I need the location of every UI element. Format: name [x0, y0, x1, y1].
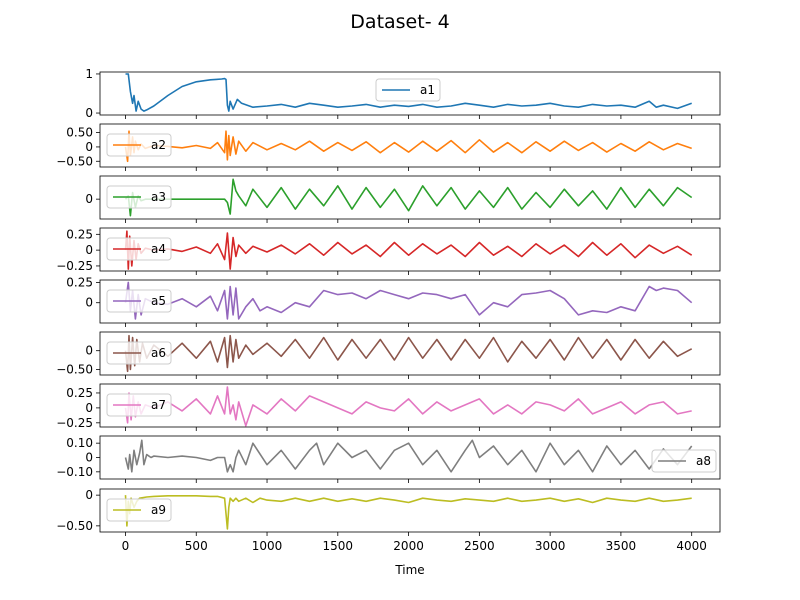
- legend: a8: [651, 449, 717, 473]
- axes-frame: [99, 71, 721, 116]
- subplot-a5: 0.25 0 a5: [66, 275, 721, 327]
- legend: a7: [106, 393, 172, 417]
- subplot-a6: 0 −0.50 a6: [56, 331, 721, 379]
- axes-frame: [99, 488, 721, 533]
- subplot-a9: 0 −0.50 a9: [56, 488, 721, 536]
- subplot-a2: 0.500−0.50 a2: [56, 123, 721, 171]
- axes-frame: [99, 175, 721, 220]
- legend-label: a2: [151, 138, 166, 152]
- legend: a1: [375, 78, 441, 102]
- subplot-a1: 0 1 a1: [85, 67, 721, 120]
- x-tick-label: 500: [185, 539, 208, 553]
- legend-label: a5: [151, 294, 166, 308]
- y-tick-label: 0.50: [66, 126, 93, 140]
- series-line-a8: [124, 439, 693, 473]
- y-tick-label: −0.25: [56, 416, 93, 430]
- y-tick-label: −0.50: [56, 519, 93, 533]
- y-tick-label: 0.25: [66, 275, 93, 289]
- legend-label: a4: [151, 242, 166, 256]
- y-tick-label: −0.50: [56, 154, 93, 168]
- y-tick-label: −0.50: [56, 362, 93, 376]
- x-tick-label: 3500: [606, 539, 637, 553]
- y-tick-label: 0.25: [66, 227, 93, 241]
- x-tick-label: 1500: [323, 539, 354, 553]
- y-tick-label: 0: [85, 243, 93, 257]
- legend-label: a1: [420, 83, 435, 97]
- x-tick-label: 0: [122, 539, 130, 553]
- series-line-a9: [124, 494, 692, 530]
- series-line-a2: [124, 130, 692, 163]
- subplot-a3: 0 a3: [85, 175, 721, 223]
- series-line-a5: [124, 281, 693, 320]
- y-tick-label: 0.25: [66, 386, 93, 400]
- axes-frame: [99, 279, 721, 324]
- legend: a6: [106, 341, 172, 365]
- subplot-a8: 0.100−0.10 a8: [56, 435, 721, 483]
- y-tick-label: 0: [85, 296, 93, 310]
- x-tick-label: 4000: [676, 539, 707, 553]
- series-line-a3: [124, 178, 693, 217]
- series-line-a7: [124, 386, 692, 427]
- x-tick-label: 2500: [464, 539, 495, 553]
- shared-x-axis: 0 500 1000 1500 2000 2500 3000 3500 4000: [122, 539, 707, 553]
- y-tick-label: 0: [85, 401, 93, 415]
- axes-frame: [99, 331, 721, 376]
- y-tick-label: −0.10: [56, 465, 93, 479]
- y-tick-label: 0.10: [66, 436, 93, 450]
- axes-frame: [99, 123, 721, 168]
- legend: a5: [106, 289, 172, 313]
- axes-frame: [99, 227, 721, 272]
- axes-frame: [99, 383, 721, 428]
- x-tick-label: 1000: [252, 539, 283, 553]
- legend: a4: [106, 237, 172, 261]
- legend: a3: [106, 185, 172, 209]
- legend-label: a3: [151, 190, 166, 204]
- legend-label: a9: [151, 503, 166, 517]
- x-axis-label: Time: [394, 563, 424, 577]
- y-tick-label: 0: [85, 106, 93, 120]
- legend-label: a7: [151, 398, 166, 412]
- legend-label: a8: [696, 454, 711, 468]
- y-tick-label: −0.25: [56, 259, 93, 273]
- x-tick-label: 2000: [393, 539, 424, 553]
- legend: a9: [106, 498, 172, 522]
- x-tick-label: 3000: [535, 539, 566, 553]
- legend: a2: [106, 133, 172, 157]
- series-line-a6: [124, 334, 693, 373]
- series-line-a4: [124, 230, 693, 270]
- subplot-a7: 0.250−0.25 a7: [56, 383, 721, 431]
- series-line-a1: [125, 73, 692, 112]
- y-tick-label: 1: [85, 67, 93, 81]
- figure-title: Dataset- 4: [350, 11, 449, 33]
- y-tick-label: 0: [85, 344, 93, 358]
- y-tick-label: 0: [85, 488, 93, 502]
- y-tick-label: 0: [85, 192, 93, 206]
- legend-label: a6: [151, 346, 166, 360]
- y-tick-label: 0: [85, 451, 93, 465]
- y-tick-label: 0: [85, 140, 93, 154]
- subplot-a4: 0.25 0 −0.25 a4: [56, 227, 721, 275]
